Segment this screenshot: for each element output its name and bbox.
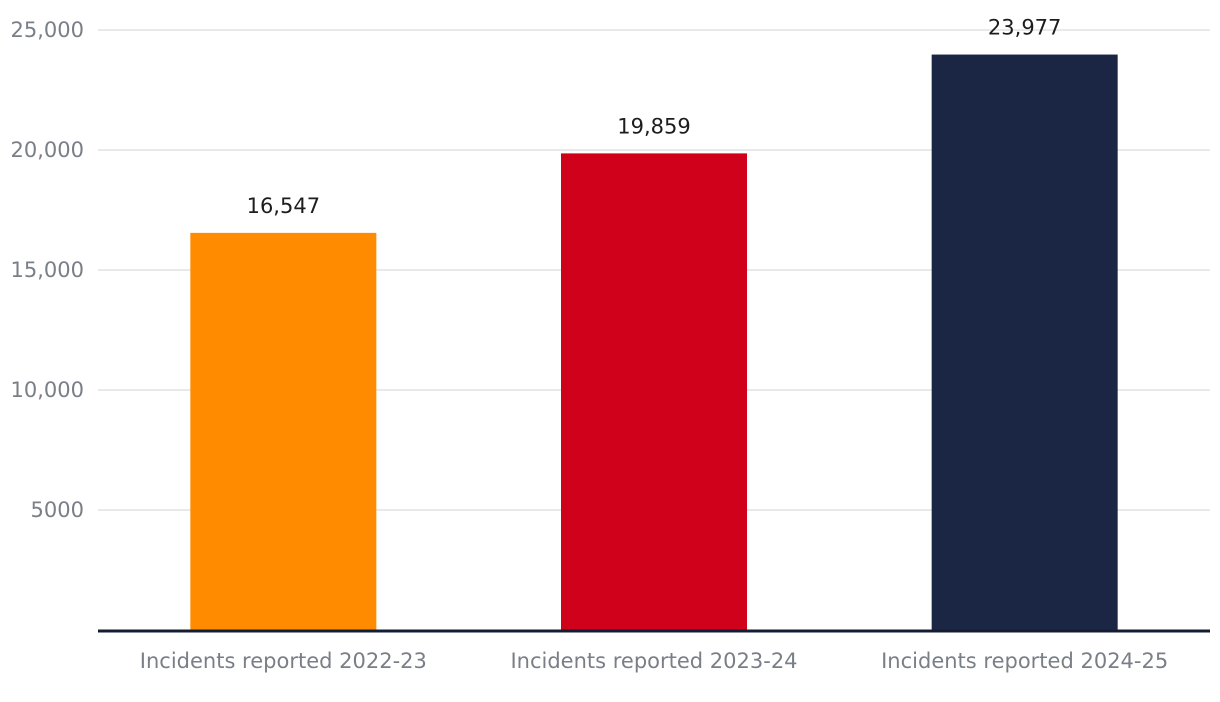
bar-value-label: 16,547: [247, 194, 320, 218]
y-axis-tick-labels: 5000 10,000 15,000 20,000 25,000: [11, 18, 84, 522]
value-labels: 16,547 19,859 23,977: [247, 16, 1062, 218]
bars: [190, 54, 1118, 630]
y-tick-label: 5000: [31, 498, 84, 522]
bar: [931, 54, 1118, 630]
x-category-label: Incidents reported 2023-24: [510, 649, 797, 673]
y-tick-label: 25,000: [11, 18, 84, 42]
bar: [190, 232, 377, 630]
x-category-label: Incidents reported 2024-25: [881, 649, 1168, 673]
bar-value-label: 19,859: [617, 114, 690, 138]
y-tick-label: 15,000: [11, 258, 84, 282]
x-category-label: Incidents reported 2022-23: [140, 649, 427, 673]
y-tick-label: 20,000: [11, 138, 84, 162]
y-tick-label: 10,000: [11, 378, 84, 402]
x-axis-category-labels: Incidents reported 2022-23 Incidents repo…: [140, 649, 1168, 673]
bar-value-label: 23,977: [988, 16, 1061, 40]
bar: [561, 153, 747, 630]
